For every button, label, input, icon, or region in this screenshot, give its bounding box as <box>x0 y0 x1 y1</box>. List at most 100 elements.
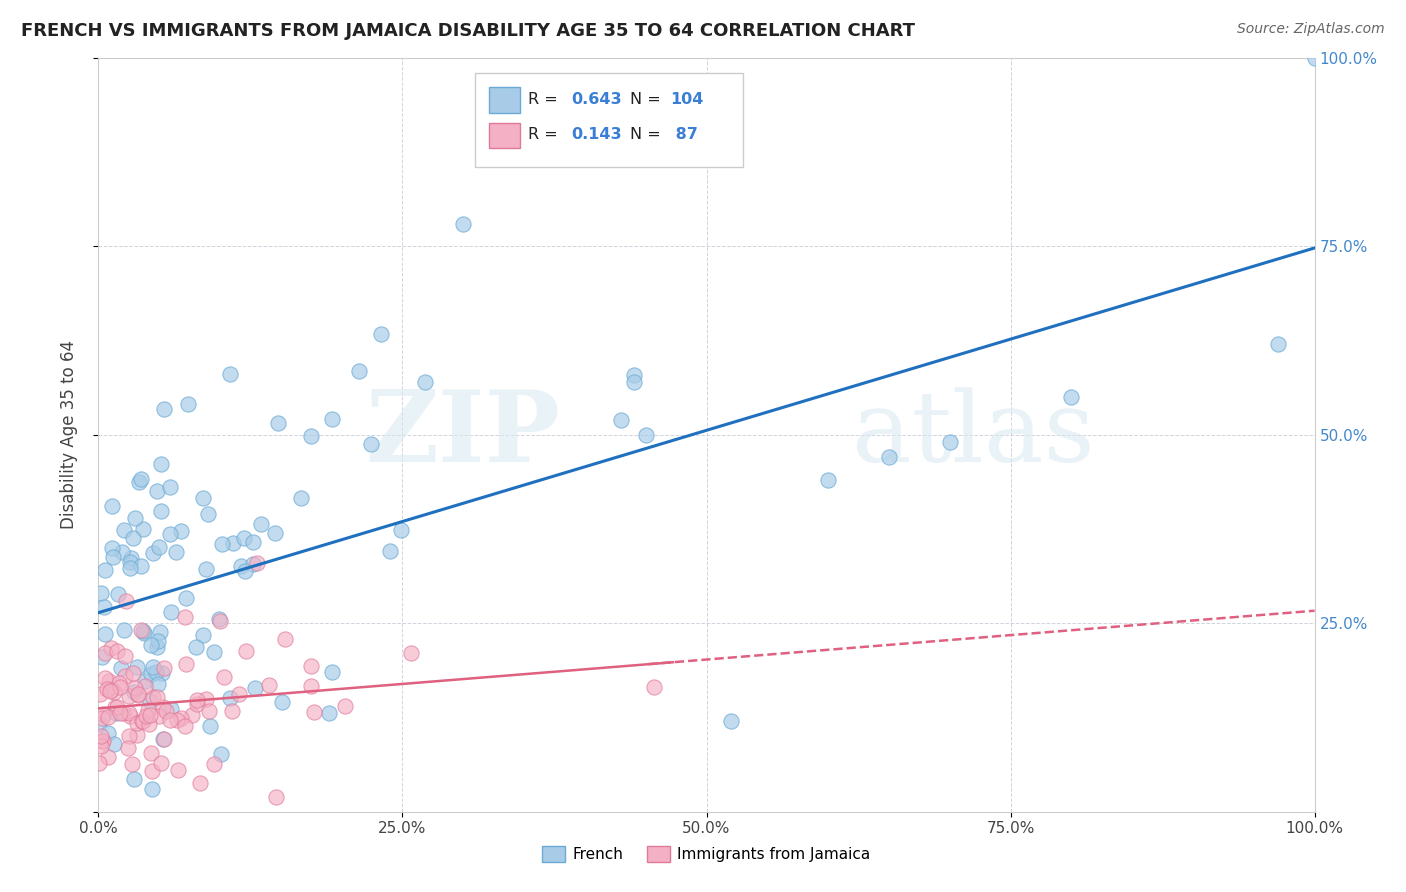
Point <box>266 416 288 430</box>
Point <box>165 545 187 559</box>
Point <box>209 614 232 628</box>
Point <box>159 480 181 494</box>
Point <box>174 609 197 624</box>
FancyBboxPatch shape <box>489 87 520 113</box>
Point <box>150 666 173 681</box>
Point <box>110 661 132 675</box>
Point <box>148 540 170 554</box>
Text: 0.143: 0.143 <box>571 128 621 143</box>
Point <box>170 711 193 725</box>
Point <box>720 714 742 729</box>
Point <box>131 714 153 729</box>
Point <box>139 666 162 681</box>
Point <box>94 646 117 660</box>
Point <box>87 717 110 731</box>
Point <box>148 677 170 691</box>
Point <box>128 475 150 490</box>
Point <box>103 685 125 699</box>
Point <box>90 729 112 743</box>
Point <box>125 715 148 730</box>
Point <box>141 764 163 778</box>
Point <box>93 599 115 614</box>
Point <box>634 427 657 442</box>
Point <box>197 507 219 521</box>
Point <box>105 706 128 720</box>
Point <box>264 526 287 541</box>
Text: N =: N = <box>630 128 666 143</box>
Point <box>118 709 141 723</box>
Point <box>121 757 143 772</box>
Point <box>124 681 146 696</box>
Text: Source: ZipAtlas.com: Source: ZipAtlas.com <box>1237 22 1385 37</box>
Point <box>105 644 128 658</box>
Point <box>399 646 422 660</box>
Point <box>299 679 322 693</box>
Point <box>124 684 146 698</box>
Text: R =: R = <box>527 128 562 143</box>
Point <box>245 681 267 695</box>
Text: atlas: atlas <box>852 387 1095 483</box>
Point <box>134 680 156 694</box>
Point <box>232 531 254 545</box>
Text: N =: N = <box>630 92 666 107</box>
Point <box>122 532 145 546</box>
Point <box>817 473 839 487</box>
Point <box>97 710 120 724</box>
Point <box>877 450 900 465</box>
Point <box>159 702 181 716</box>
Point <box>108 680 131 694</box>
Point <box>107 676 129 690</box>
Point <box>101 549 124 564</box>
Point <box>124 772 146 787</box>
Point <box>132 714 155 728</box>
Point <box>112 623 135 637</box>
Point <box>111 545 134 559</box>
Point <box>304 705 326 719</box>
Point <box>202 756 225 771</box>
Point <box>127 687 149 701</box>
Point <box>242 557 264 571</box>
Point <box>149 503 172 517</box>
Point <box>643 681 665 695</box>
Point <box>208 612 231 626</box>
Point <box>939 435 962 450</box>
Point <box>138 708 160 723</box>
Point <box>180 708 202 723</box>
Point <box>170 524 193 538</box>
Point <box>159 526 181 541</box>
Point <box>299 659 322 673</box>
Point <box>141 546 163 560</box>
Point <box>118 555 141 569</box>
Point <box>191 628 214 642</box>
Point <box>118 561 141 575</box>
Text: ZIP: ZIP <box>366 386 561 483</box>
Point <box>321 665 343 680</box>
Point <box>117 740 139 755</box>
Point <box>153 661 176 675</box>
Point <box>150 457 173 471</box>
Point <box>148 709 170 723</box>
Point <box>1267 337 1289 351</box>
FancyBboxPatch shape <box>489 123 520 148</box>
Point <box>141 782 163 797</box>
Point <box>118 706 141 720</box>
Point <box>114 523 136 537</box>
Point <box>104 700 127 714</box>
Point <box>91 707 114 722</box>
Text: R =: R = <box>527 92 562 107</box>
Point <box>115 593 138 607</box>
Point <box>131 472 153 486</box>
Point <box>127 688 149 702</box>
Point <box>139 638 162 652</box>
Point <box>167 763 190 777</box>
Point <box>299 429 322 443</box>
Point <box>347 364 370 378</box>
Point <box>264 789 287 804</box>
Point <box>142 690 165 705</box>
Point <box>94 627 117 641</box>
Point <box>186 640 208 654</box>
Point <box>93 734 115 748</box>
Point <box>195 691 218 706</box>
Point <box>259 678 281 692</box>
Point <box>195 562 218 576</box>
